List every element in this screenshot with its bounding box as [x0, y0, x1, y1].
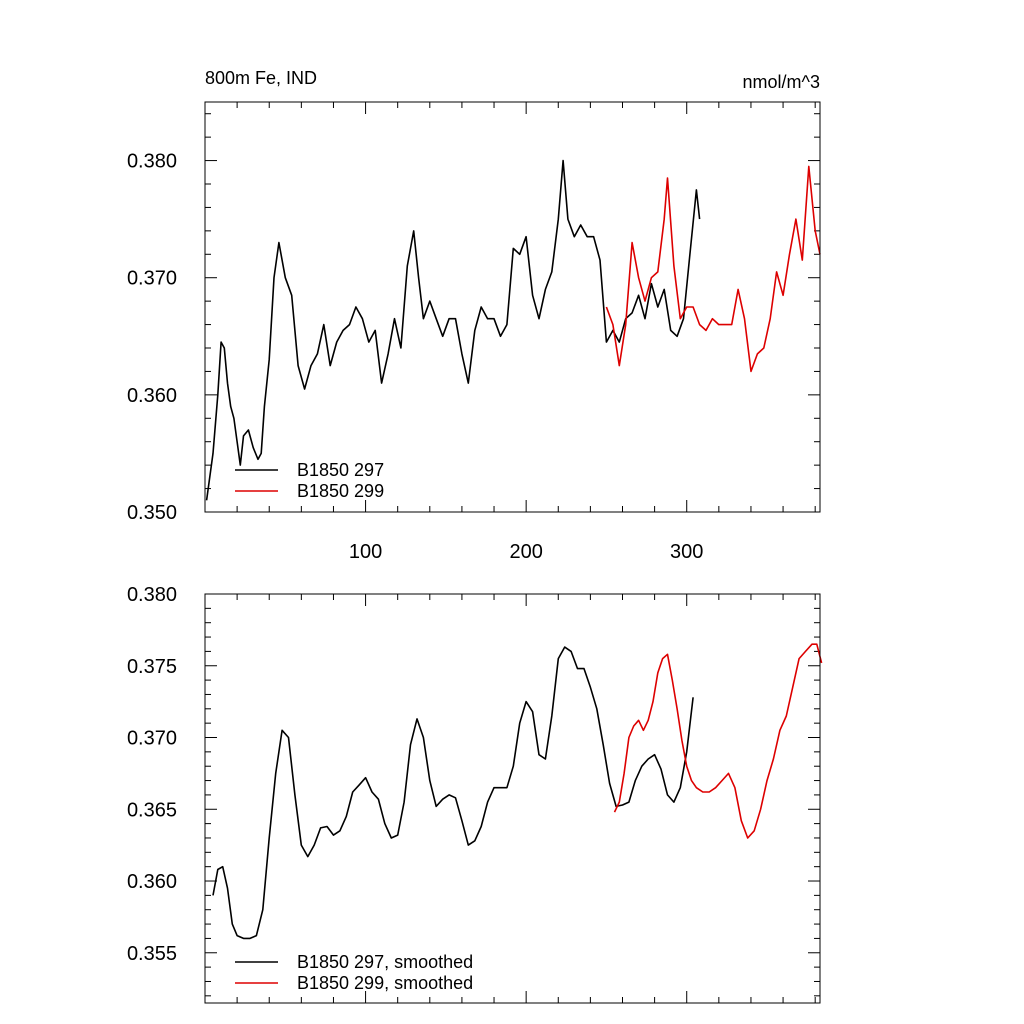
bottom-chart-legend-label: B1850 297, smoothed [297, 952, 473, 972]
top-chart-title-left: 800m Fe, IND [205, 68, 317, 88]
bottom-chart-ticks [205, 593, 820, 1003]
top-chart-ticks [205, 102, 820, 513]
top-chart-units-label: nmol/m^3 [743, 72, 820, 92]
top-chart-tick-labels: 0.350 0.360 0.370 0.380 100 200 300 [127, 151, 703, 563]
top-chart-panel: 800m Fe, IND nmol/m^3 0.3500.3600.3700.3… [127, 68, 821, 563]
top-chart-series [205, 159, 821, 501]
bottom-chart-y-tick-label: 0.380 [127, 584, 177, 606]
top-chart-series-line-2 [605, 165, 821, 373]
bottom-chart-series-line-1 [212, 646, 694, 940]
top-chart-frame [204, 101, 821, 513]
bottom-chart-series [212, 643, 823, 940]
bottom-chart-y-tick-label: 0.370 [127, 728, 177, 750]
bottom-chart-panel: 0.355 0.360 0.365 0.370 0.375 0.380 B1850 297… [127, 584, 823, 1004]
bottom-chart-y-tick-label: 0.375 [127, 656, 177, 678]
bottom-chart-tick-labels: 0.355 0.360 0.365 0.370 0.375 0.380 [127, 584, 177, 965]
top-chart-y-tick-label: 0.370 [127, 268, 177, 290]
top-chart-x-tick-label: 100 [349, 541, 382, 563]
bottom-chart-y-tick-label: 0.365 [127, 799, 177, 821]
top-chart-legend-label: B1850 299 [297, 481, 384, 501]
bottom-chart-y-tick-label: 0.355 [127, 943, 177, 965]
top-chart-x-tick-label: 300 [670, 541, 703, 563]
top-chart-x-tick-label: 200 [509, 541, 542, 563]
top-chart-y-tick-label: 0.350 [127, 502, 177, 524]
bottom-chart-series-line-2 [613, 643, 823, 839]
bottom-chart-legend-label: B1850 299, smoothed [297, 973, 473, 993]
top-chart-series-line-1 [205, 159, 701, 501]
bottom-chart-y-tick-label: 0.360 [127, 871, 177, 893]
top-chart-y-tick-label: 0.380 [127, 151, 177, 173]
top-chart-legend-label: B1850 297 [297, 460, 384, 480]
bottom-chart-frame [204, 593, 821, 1004]
top-chart-y-tick-label: 0.360 [127, 385, 177, 407]
